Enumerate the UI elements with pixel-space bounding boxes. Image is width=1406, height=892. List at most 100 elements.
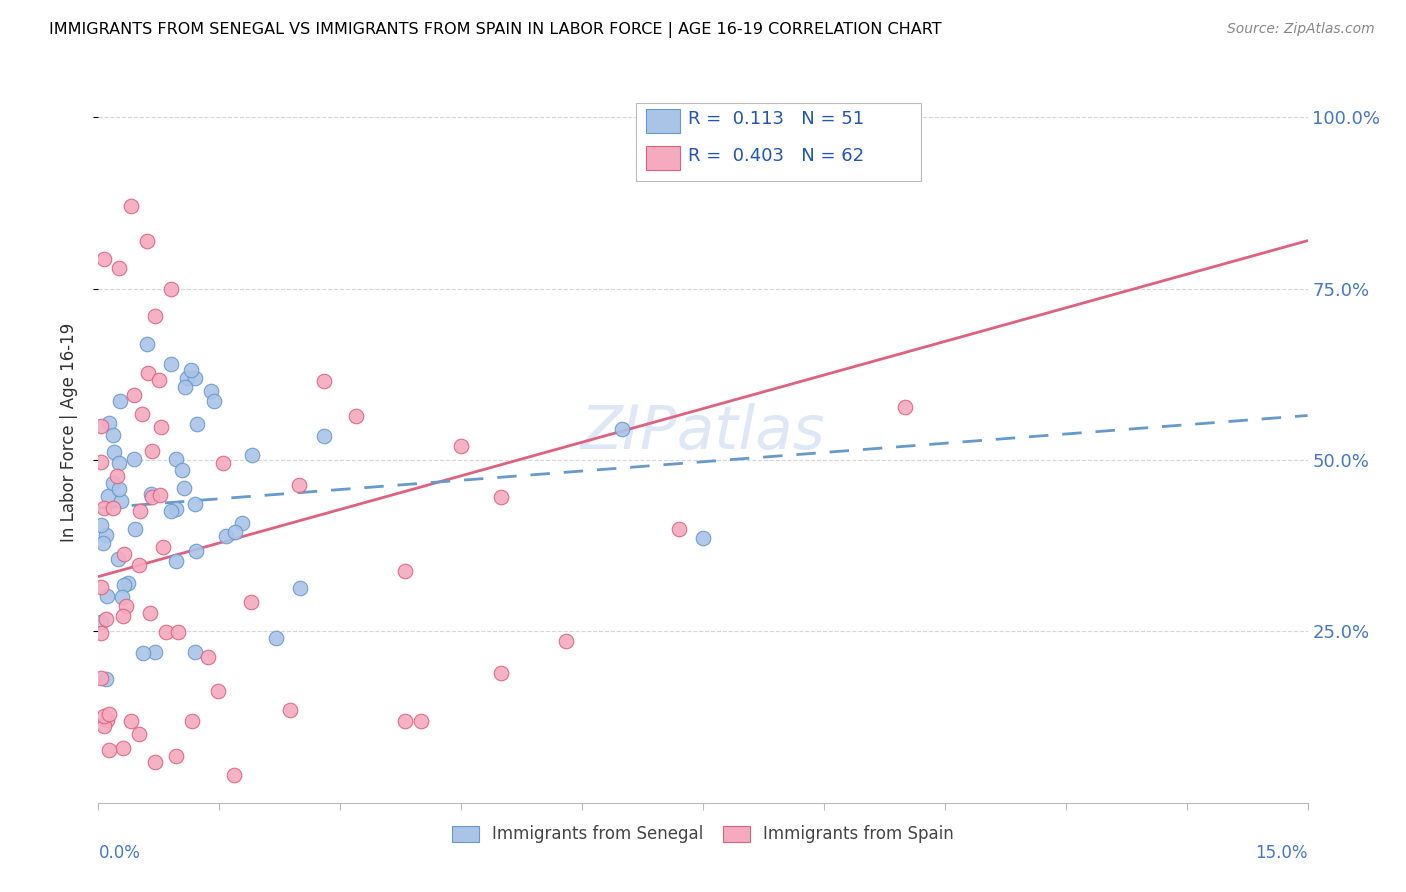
Point (224, 525, 246, 540)
Point (200, 384, 222, 399)
Point (135, 336, 157, 351)
Point (160, 357, 183, 371)
Point (120, 199, 142, 213)
Point (288, 581, 311, 595)
Point (90, 518, 112, 533)
Point (111, 609, 134, 624)
Point (115, 599, 138, 614)
Point (94, 612, 117, 626)
Point (90, 615, 112, 629)
Point (105, 468, 128, 483)
FancyBboxPatch shape (637, 103, 921, 181)
Point (165, 554, 187, 568)
Point (152, 540, 174, 554)
Point (110, 494, 132, 508)
Point (491, 665, 513, 680)
Point (231, 516, 253, 530)
Text: Source: ZipAtlas.com: Source: ZipAtlas.com (1227, 22, 1375, 37)
Point (184, 497, 207, 511)
Point (131, 407, 153, 421)
Point (212, 456, 235, 470)
Point (96, 714, 118, 728)
Point (139, 487, 162, 501)
Point (98, 416, 121, 430)
Point (129, 503, 152, 517)
Point (108, 482, 131, 496)
Text: ZIPatlas: ZIPatlas (581, 403, 825, 462)
Point (108, 394, 131, 409)
Point (173, 380, 195, 394)
Point (141, 444, 163, 458)
Point (149, 488, 172, 502)
Point (394, 565, 416, 579)
Point (668, 522, 690, 536)
Point (176, 371, 198, 385)
Point (96, 589, 118, 603)
Point (186, 544, 208, 558)
Point (181, 714, 204, 728)
Point (90, 671, 112, 685)
Point (222, 768, 245, 782)
Point (128, 727, 150, 741)
Point (612, 422, 634, 436)
Point (111, 741, 134, 756)
Point (96, 527, 118, 541)
Point (94, 673, 117, 687)
Point (207, 683, 229, 698)
Point (186, 417, 208, 432)
Point (93, 719, 115, 733)
Point (101, 500, 124, 515)
Point (91, 535, 114, 549)
Point (97, 489, 120, 503)
Point (139, 607, 162, 621)
Point (112, 547, 135, 561)
Point (148, 373, 170, 387)
Text: R =  0.403   N = 62: R = 0.403 N = 62 (689, 147, 865, 165)
Point (394, 714, 416, 728)
Point (90, 580, 112, 594)
Point (240, 595, 263, 609)
Point (314, 429, 336, 443)
Point (143, 309, 166, 323)
Point (893, 401, 915, 415)
Point (165, 502, 187, 516)
Point (160, 282, 183, 296)
Point (117, 576, 139, 591)
Point (128, 558, 150, 572)
Point (122, 388, 145, 402)
Point (150, 420, 173, 434)
Point (101, 428, 124, 442)
Point (98, 707, 121, 722)
Point (93, 709, 115, 723)
Point (90, 455, 112, 469)
Point (264, 632, 287, 646)
Point (409, 714, 432, 728)
Point (280, 703, 302, 717)
Point (132, 646, 155, 660)
Point (215, 529, 238, 543)
Point (165, 451, 187, 466)
Text: R =  0.113   N = 51: R = 0.113 N = 51 (689, 111, 865, 128)
Point (197, 649, 219, 664)
Point (143, 645, 166, 659)
Point (159, 503, 181, 517)
Point (344, 409, 367, 424)
Text: 15.0%: 15.0% (1256, 844, 1308, 862)
Point (170, 463, 193, 477)
Point (93, 500, 115, 515)
Point (166, 625, 188, 640)
FancyBboxPatch shape (647, 109, 681, 133)
Text: 0.0%: 0.0% (98, 844, 141, 862)
Point (107, 457, 129, 471)
Point (135, 234, 157, 248)
Point (122, 452, 145, 467)
Point (103, 475, 125, 490)
Point (853, 110, 876, 124)
Point (141, 490, 163, 504)
Point (184, 645, 207, 659)
Point (143, 755, 166, 769)
Point (692, 531, 714, 545)
Point (184, 371, 207, 385)
Point (90, 418, 112, 433)
Point (180, 362, 202, 376)
